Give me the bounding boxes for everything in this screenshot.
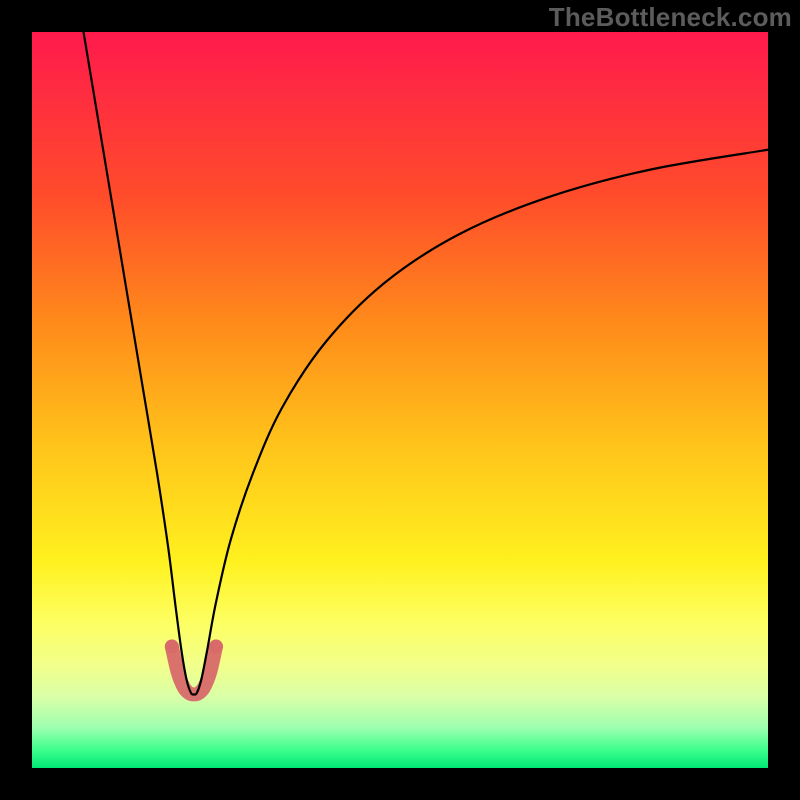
chart-frame: TheBottleneck.com — [0, 0, 800, 800]
plot-area — [32, 32, 768, 768]
bottleneck-highlight-cap — [165, 640, 179, 654]
bottleneck-curve — [84, 32, 768, 695]
watermark-text: TheBottleneck.com — [549, 2, 792, 33]
bottleneck-highlight-cap — [209, 640, 223, 654]
curve-overlay — [32, 32, 768, 768]
bottleneck-highlight — [172, 647, 216, 695]
